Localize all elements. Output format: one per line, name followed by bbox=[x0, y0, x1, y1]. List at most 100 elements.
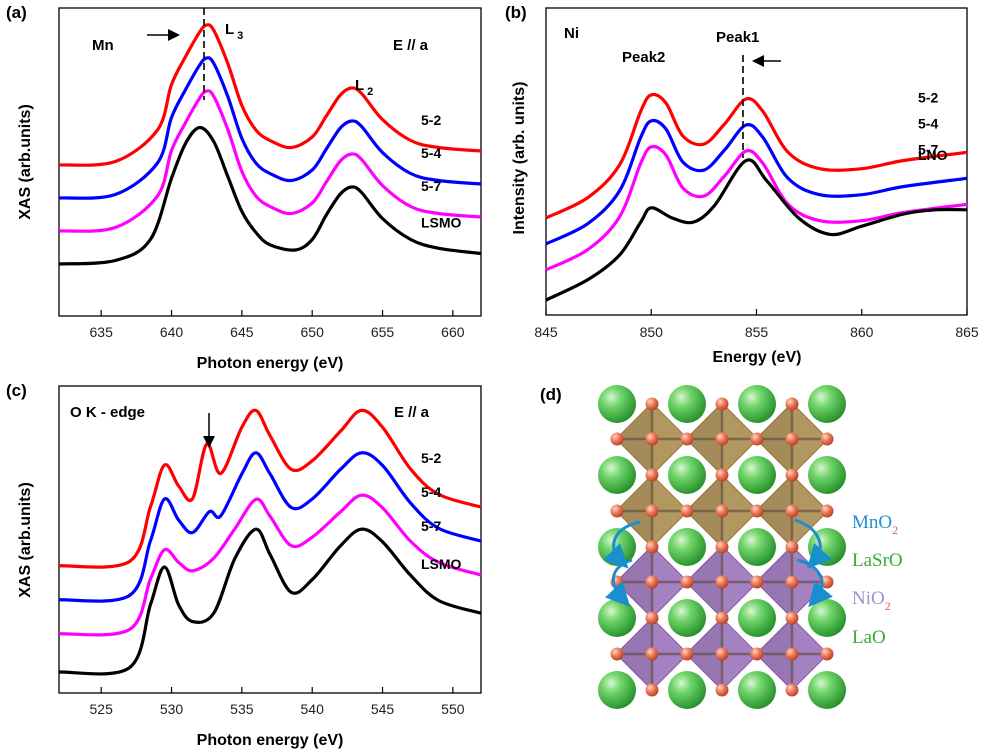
legend-item-nio: NiO2 bbox=[852, 588, 891, 613]
x-tick-label: 640 bbox=[160, 324, 184, 340]
x-tick-label: 645 bbox=[230, 324, 254, 340]
oxygen-atom bbox=[715, 432, 729, 446]
oxygen-atom bbox=[715, 468, 729, 482]
legend-subscript: 2 bbox=[885, 599, 891, 613]
series-line-5-7 bbox=[58, 89, 482, 233]
oxygen-atom bbox=[715, 397, 729, 411]
series-label-lsmo: LSMO bbox=[421, 556, 462, 572]
series-label-5-7: 5-7 bbox=[421, 178, 441, 194]
oxygen-atom bbox=[680, 575, 694, 589]
panel-b-series bbox=[545, 92, 968, 302]
oxygen-atom bbox=[715, 647, 729, 661]
x-tick-label: 635 bbox=[90, 324, 114, 340]
oxygen-atom bbox=[785, 575, 799, 589]
series-label-5-4: 5-4 bbox=[918, 115, 938, 131]
oxygen-atom bbox=[715, 683, 729, 697]
panel-c: (c) 525 530 535 540 545 550 Photon energy (eV… bbox=[6, 381, 482, 749]
series-label-5-2: 5-2 bbox=[421, 450, 441, 466]
l2-sub: 2 bbox=[367, 86, 373, 98]
series-line-lno bbox=[545, 158, 968, 302]
x-tick-label: 655 bbox=[371, 324, 395, 340]
panel-c-edge: O K - edge bbox=[70, 404, 145, 421]
a-site-atom bbox=[668, 528, 706, 566]
a-site-atom bbox=[738, 385, 776, 423]
oxygen-atom bbox=[610, 432, 624, 446]
l3-sub: 3 bbox=[237, 30, 243, 42]
panel-a-xlabel: Photon energy (eV) bbox=[197, 355, 344, 372]
oxygen-atom bbox=[645, 504, 659, 518]
series-line-5-7 bbox=[545, 144, 968, 272]
interface-arrow bbox=[794, 518, 832, 569]
x-tick-label: 535 bbox=[230, 701, 254, 717]
panel-b-element: Ni bbox=[564, 25, 579, 42]
oxygen-atom bbox=[785, 540, 799, 554]
oxygen-atom bbox=[610, 647, 624, 661]
oxygen-atom bbox=[645, 540, 659, 554]
a-site-atom bbox=[668, 385, 706, 423]
panel-a-label: (a) bbox=[6, 3, 27, 22]
panel-c-x-ticks: 525 530 535 540 545 550 bbox=[90, 687, 465, 717]
panel-c-series-labels: 5-2 5-4 5-7 LSMO bbox=[421, 450, 462, 572]
x-tick-label: 530 bbox=[160, 701, 184, 717]
series-line-lsmo bbox=[58, 125, 482, 266]
interface-arrow bbox=[603, 520, 641, 569]
x-tick-label: 860 bbox=[850, 324, 874, 340]
oxygen-atom bbox=[785, 397, 799, 411]
panel-b-xlabel: Energy (eV) bbox=[713, 349, 802, 366]
a-site-atom bbox=[808, 385, 846, 423]
oxygen-atom bbox=[785, 468, 799, 482]
legend-text: NiO bbox=[852, 588, 885, 609]
series-line-5-4 bbox=[545, 118, 968, 246]
a-site-atom bbox=[808, 528, 846, 566]
legend-text: LaSrO bbox=[852, 550, 903, 571]
a-site-atom bbox=[598, 385, 636, 423]
a-site-atom bbox=[808, 671, 846, 709]
oxygen-atom bbox=[750, 504, 764, 518]
panel-a: (a) 635 640 645 650 655 660 Photon energy (eV… bbox=[6, 3, 482, 372]
legend-text: LaO bbox=[852, 627, 886, 648]
panel-c-frame bbox=[58, 385, 482, 694]
oxygen-atom bbox=[750, 432, 764, 446]
a-site-atom bbox=[598, 671, 636, 709]
panel-b-peak2: Peak2 bbox=[622, 49, 665, 66]
panel-c-label: (c) bbox=[6, 381, 27, 400]
a-site-atom bbox=[738, 599, 776, 637]
legend-text: MnO bbox=[852, 512, 892, 533]
oxygen-atom bbox=[785, 647, 799, 661]
oxygen-atom bbox=[645, 432, 659, 446]
oxygen-atom bbox=[785, 611, 799, 625]
x-tick-label: 525 bbox=[90, 701, 114, 717]
panel-c-xlabel: Photon energy (eV) bbox=[197, 732, 344, 749]
oxygen-atom bbox=[680, 504, 694, 518]
series-label-lno: LNO bbox=[918, 147, 948, 163]
series-line-5-2 bbox=[545, 92, 968, 220]
series-label-lsmo: LSMO bbox=[421, 215, 462, 231]
x-tick-label: 545 bbox=[371, 701, 395, 717]
panel-c-series bbox=[58, 408, 482, 676]
panel-a-x-ticks: 635 640 645 650 655 660 bbox=[90, 310, 465, 340]
legend-item-lasro: LaSrO bbox=[852, 550, 903, 571]
series-line-5-4 bbox=[58, 451, 482, 603]
series-line-lsmo bbox=[58, 527, 482, 676]
oxygen-atom bbox=[645, 575, 659, 589]
x-tick-label: 660 bbox=[441, 324, 465, 340]
oxygen-atom bbox=[610, 504, 624, 518]
crystal-structure-illustration bbox=[598, 385, 846, 709]
legend-subscript: 2 bbox=[892, 523, 898, 537]
oxygen-atom bbox=[750, 647, 764, 661]
panel-a-element: Mn bbox=[92, 37, 114, 54]
oxygen-atom bbox=[785, 504, 799, 518]
panel-a-ylabel: XAS (arb.units) bbox=[17, 104, 34, 220]
legend-item-mno: MnO2 bbox=[852, 512, 898, 537]
oxygen-atom bbox=[715, 611, 729, 625]
oxygen-atom bbox=[680, 432, 694, 446]
series-line-5-4 bbox=[58, 56, 482, 200]
panel-c-ylabel: XAS (arb.units) bbox=[17, 482, 34, 598]
series-line-5-7 bbox=[58, 493, 482, 637]
panel-a-frame bbox=[58, 7, 482, 317]
oxygen-atom bbox=[820, 647, 834, 661]
oxygen-atom bbox=[715, 575, 729, 589]
x-tick-label: 550 bbox=[441, 701, 465, 717]
